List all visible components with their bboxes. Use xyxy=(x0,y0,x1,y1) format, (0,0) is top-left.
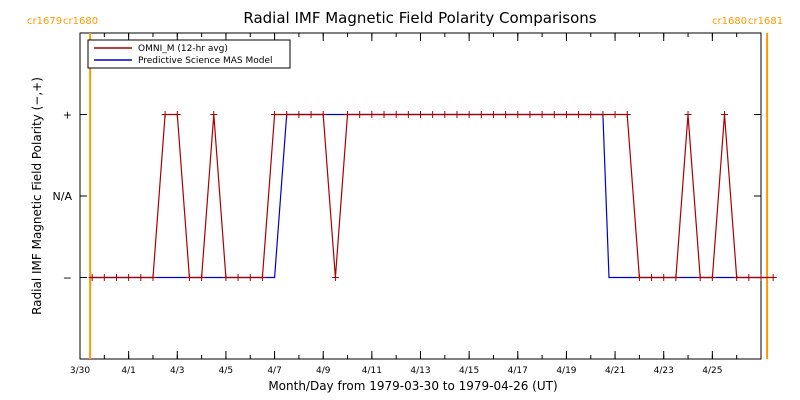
x-tick-label-9: 4/17 xyxy=(508,366,528,376)
x-tick-label-13: 4/25 xyxy=(702,366,722,376)
x-tick-label-0: 3/30 xyxy=(70,366,90,376)
x-tick-label-8: 4/15 xyxy=(459,366,479,376)
legend: OMNI_M (12-hr avg) Predictive Science MA… xyxy=(87,39,291,69)
y-axis-label: Radial IMF Magnetic Field Polarity (−,+) xyxy=(30,77,44,315)
x-tick-label-10: 4/19 xyxy=(556,366,576,376)
legend-label-omni: OMNI_M (12-hr avg) xyxy=(138,44,228,54)
x-tick-label-3: 4/5 xyxy=(219,366,233,376)
x-tick-label-1: 4/1 xyxy=(121,366,135,376)
x-axis-label: Month/Day from 1979-03-30 to 1979-04-26 … xyxy=(268,379,557,393)
y-axis: + N/A − xyxy=(53,109,761,285)
legend-label-mas: Predictive Science MAS Model xyxy=(138,56,273,66)
y-tick-label-0: + xyxy=(63,109,72,122)
cr-label-left-1: cr1680 xyxy=(63,16,98,27)
chart-title: Radial IMF Magnetic Field Polarity Compa… xyxy=(243,9,596,27)
series-line-0 xyxy=(92,113,774,279)
plot-frame xyxy=(79,32,762,360)
x-tick-label-12: 4/23 xyxy=(654,366,674,376)
cr-label-right-1: cr1681 xyxy=(748,16,783,27)
x-axis: 3/30 4/1 4/3 4/5 4/7 4/9 4/11 4/13 4/15 4/17 4/19 4… xyxy=(70,33,762,376)
legend-box xyxy=(87,39,291,69)
y-tick-label-1: N/A xyxy=(53,190,73,203)
x-tick-label-7: 4/13 xyxy=(410,366,430,376)
series-layer xyxy=(88,111,777,281)
x-tick-label-11: 4/21 xyxy=(605,366,625,376)
x-tick-label-5: 4/9 xyxy=(316,366,331,376)
y-tick-label-2: − xyxy=(63,272,72,285)
cr-label-right-0: cr1680 xyxy=(712,16,747,27)
series-line-1 xyxy=(90,113,768,279)
x-tick-label-6: 4/11 xyxy=(362,366,382,376)
cr-label-left-0: cr1679 xyxy=(27,16,62,27)
x-tick-label-4: 4/7 xyxy=(267,366,281,376)
carrington-boundary-lines xyxy=(89,33,769,359)
x-tick-label-2: 4/3 xyxy=(170,366,184,376)
